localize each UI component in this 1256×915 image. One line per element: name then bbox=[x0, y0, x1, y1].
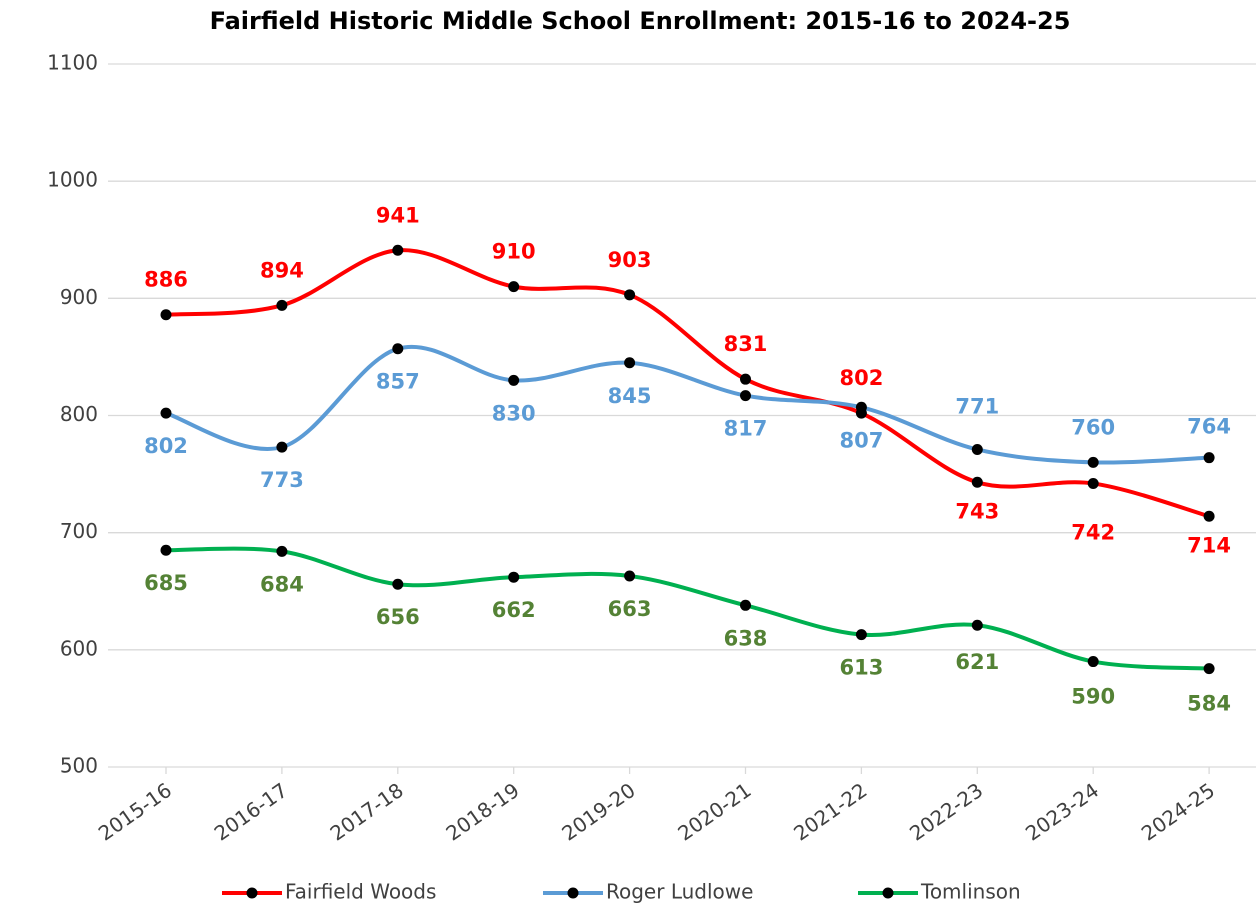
data-point bbox=[392, 578, 404, 590]
y-tick-label: 700 bbox=[60, 519, 98, 543]
series-line bbox=[165, 546, 1210, 671]
data-point bbox=[740, 373, 751, 385]
x-tick-label: 2019-20 bbox=[557, 778, 639, 846]
data-label: 656 bbox=[376, 605, 420, 629]
data-point bbox=[160, 544, 172, 556]
y-tick-label: 900 bbox=[60, 285, 98, 309]
legend-marker bbox=[567, 887, 579, 899]
data-label: 638 bbox=[724, 626, 768, 650]
data-label: 613 bbox=[839, 656, 883, 680]
data-point bbox=[971, 619, 983, 631]
x-tick-label: 2015-16 bbox=[94, 778, 176, 846]
data-point bbox=[624, 570, 636, 582]
y-tick-label: 800 bbox=[60, 402, 98, 426]
data-point bbox=[1087, 477, 1099, 489]
legend-label: Fairfield Woods bbox=[285, 880, 436, 904]
data-point bbox=[508, 571, 520, 583]
data-point bbox=[392, 244, 404, 256]
data-point bbox=[160, 309, 172, 321]
y-tick-label: 500 bbox=[60, 754, 98, 778]
data-point bbox=[508, 281, 520, 293]
data-point bbox=[276, 545, 288, 557]
data-label: 771 bbox=[955, 394, 999, 418]
data-label: 764 bbox=[1187, 415, 1231, 439]
data-point bbox=[740, 390, 751, 402]
data-label: 910 bbox=[492, 240, 536, 264]
data-label: 807 bbox=[839, 428, 883, 452]
data-label: 590 bbox=[1071, 685, 1115, 709]
data-label: 662 bbox=[492, 598, 536, 622]
legend-marker bbox=[246, 887, 258, 899]
data-point bbox=[624, 357, 636, 369]
x-tick-label: 2017-18 bbox=[326, 778, 408, 846]
data-point bbox=[740, 599, 751, 611]
x-tick-label: 2018-19 bbox=[441, 778, 523, 846]
legend-marker bbox=[882, 887, 894, 899]
y-tick-label: 1000 bbox=[47, 168, 98, 192]
data-label: 903 bbox=[608, 248, 652, 272]
data-point bbox=[1203, 452, 1215, 464]
data-label: 760 bbox=[1071, 415, 1115, 439]
data-label: 941 bbox=[376, 203, 420, 227]
data-label: 742 bbox=[1071, 520, 1115, 544]
data-point bbox=[624, 289, 636, 301]
data-point bbox=[971, 476, 983, 488]
data-label: 802 bbox=[144, 434, 188, 458]
x-tick-label: 2023-24 bbox=[1021, 778, 1103, 846]
data-point bbox=[276, 441, 288, 453]
data-label: 817 bbox=[724, 417, 768, 441]
data-label: 802 bbox=[839, 366, 883, 390]
data-point bbox=[855, 629, 867, 641]
data-point bbox=[1087, 656, 1099, 668]
data-point bbox=[508, 374, 520, 386]
data-label: 773 bbox=[260, 468, 304, 492]
data-label: 845 bbox=[608, 384, 652, 408]
data-point bbox=[1203, 663, 1215, 675]
data-label: 831 bbox=[724, 332, 768, 356]
data-label: 830 bbox=[492, 401, 536, 425]
x-tick-label: 2024-25 bbox=[1137, 778, 1219, 846]
data-point bbox=[392, 343, 404, 355]
legend-label: Roger Ludlowe bbox=[606, 880, 753, 904]
data-point bbox=[160, 407, 172, 419]
x-tick-label: 2016-17 bbox=[210, 778, 292, 846]
data-label: 663 bbox=[608, 597, 652, 621]
data-point bbox=[1087, 456, 1099, 468]
data-label: 857 bbox=[376, 370, 420, 394]
data-point bbox=[276, 299, 288, 311]
chart-title: Fairfield Historic Middle School Enrollm… bbox=[210, 7, 1071, 35]
data-label: 584 bbox=[1187, 692, 1231, 716]
series-line bbox=[165, 248, 1210, 519]
data-label: 685 bbox=[144, 571, 188, 595]
x-tick-label: 2020-21 bbox=[673, 778, 755, 846]
x-tick-label: 2021-22 bbox=[789, 778, 871, 846]
x-tick-label: 2022-23 bbox=[905, 778, 987, 846]
legend-label: Tomlinson bbox=[920, 880, 1021, 904]
data-label: 886 bbox=[144, 268, 188, 292]
data-label: 894 bbox=[260, 258, 304, 282]
data-label: 621 bbox=[955, 650, 999, 674]
data-label: 743 bbox=[955, 499, 999, 523]
data-label: 714 bbox=[1187, 533, 1231, 557]
series-line bbox=[165, 344, 1210, 465]
data-point bbox=[855, 401, 867, 413]
data-point bbox=[1203, 510, 1215, 522]
y-tick-label: 1100 bbox=[47, 51, 98, 75]
data-label: 684 bbox=[260, 572, 304, 596]
data-point bbox=[971, 443, 983, 455]
y-tick-label: 600 bbox=[60, 636, 98, 660]
